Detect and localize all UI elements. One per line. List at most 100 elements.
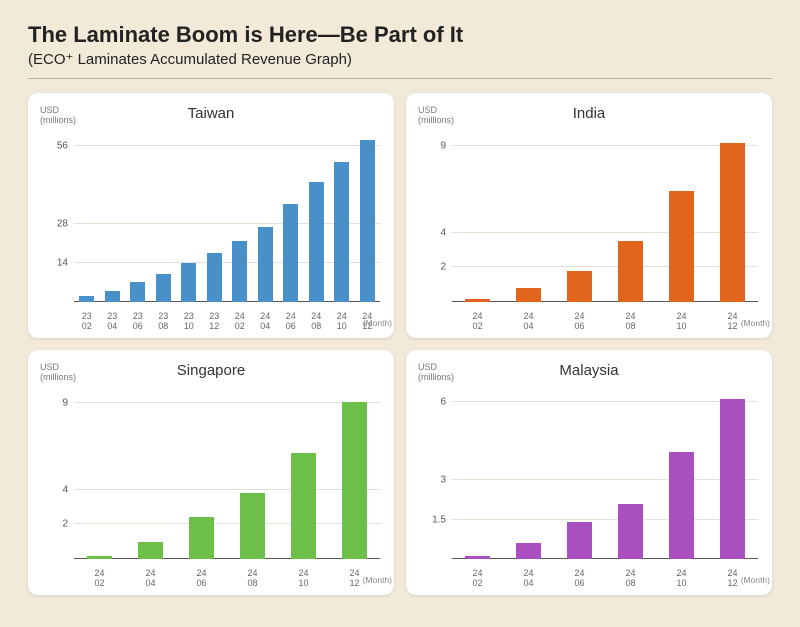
bar <box>567 522 591 559</box>
y-axis-label: USD(millions) <box>418 362 454 383</box>
bar-slot <box>503 129 554 302</box>
plot-area: 249 <box>452 129 758 302</box>
x-tick-label: 2404 <box>503 312 554 332</box>
bar <box>79 296 94 302</box>
bar <box>87 556 111 559</box>
bar <box>567 271 591 302</box>
bar-slot <box>304 129 330 302</box>
bar-slot <box>656 129 707 302</box>
bar-slot <box>452 386 503 559</box>
y-tick-label: 28 <box>57 218 74 229</box>
bar <box>138 542 162 559</box>
x-tick-label: 2402 <box>452 312 503 332</box>
y-tick-label: 4 <box>440 227 452 238</box>
bar-slot <box>554 129 605 302</box>
page-title: The Laminate Boom is Here—Be Part of It <box>28 22 772 48</box>
y-tick-label: 3 <box>440 475 452 486</box>
bar-slot <box>227 129 253 302</box>
x-tick-label: 2406 <box>278 312 304 332</box>
bar-slot <box>176 129 202 302</box>
x-axis-label: (Month) <box>741 318 770 328</box>
y-tick-label: 56 <box>57 140 74 151</box>
bar <box>465 556 489 559</box>
chart-title: Taiwan <box>40 105 382 122</box>
x-tick-label: 2308 <box>151 312 177 332</box>
bar <box>291 453 315 559</box>
chart-panel-malaysia: USD(millions)Malaysia1.53624022404240624… <box>406 350 772 595</box>
x-tick-label: 2402 <box>227 312 253 332</box>
bar-slot <box>125 386 176 559</box>
bar-slot <box>202 129 228 302</box>
bar <box>181 263 196 302</box>
y-tick-label: 2 <box>62 519 74 530</box>
x-ticks: 240224042406240824102412 <box>74 569 380 589</box>
y-axis-label-line1: USD <box>418 362 437 372</box>
y-axis-label-line1: USD <box>40 362 59 372</box>
y-axis-label-line2: (millions) <box>40 115 76 125</box>
chart-panel-singapore: USD(millions)Singapore249240224042406240… <box>28 350 394 595</box>
x-tick-label: 2406 <box>554 569 605 589</box>
bar <box>240 493 264 559</box>
bar-slot <box>151 129 177 302</box>
y-axis-label: USD(millions) <box>40 362 76 383</box>
bar-slot <box>125 129 151 302</box>
bars-container <box>74 386 380 559</box>
bar <box>189 517 213 559</box>
bar-slot <box>227 386 278 559</box>
x-tick-label: 2402 <box>74 569 125 589</box>
bar <box>342 402 366 559</box>
chart-title: India <box>418 105 760 122</box>
bar-slot <box>329 386 380 559</box>
y-axis-label-line1: USD <box>40 105 59 115</box>
bar-slot <box>707 129 758 302</box>
bars-container <box>74 129 380 302</box>
bar-slot <box>452 129 503 302</box>
x-tick-label: 2404 <box>253 312 279 332</box>
x-ticks: 240224042406240824102412 <box>452 312 758 332</box>
x-tick-label: 2410 <box>278 569 329 589</box>
y-axis-label-line2: (millions) <box>418 372 454 382</box>
bar-slot <box>554 386 605 559</box>
x-ticks: 2302230423062308231023122402240424062408… <box>74 312 380 332</box>
y-tick-label: 6 <box>440 396 452 407</box>
bar-slot <box>329 129 355 302</box>
y-tick-label: 14 <box>57 257 74 268</box>
y-tick-label: 4 <box>62 484 74 495</box>
x-tick-label: 2306 <box>125 312 151 332</box>
x-axis-label: (Month) <box>741 575 770 585</box>
x-tick-label: 2410 <box>656 312 707 332</box>
bar-slot <box>100 129 126 302</box>
bar <box>516 288 540 302</box>
x-axis-label: (Month) <box>363 575 392 585</box>
x-tick-label: 2408 <box>605 569 656 589</box>
y-tick-label: 9 <box>440 141 452 152</box>
title-divider <box>28 78 772 79</box>
plot-area: 249 <box>74 386 380 559</box>
bars-container <box>452 386 758 559</box>
bar <box>720 399 744 559</box>
bar-slot <box>605 386 656 559</box>
chart-panel-india: USD(millions)India 249 2402240424062408241… <box>406 93 772 338</box>
bar <box>156 274 171 302</box>
bar <box>309 182 324 302</box>
x-axis-label: (Month) <box>363 318 392 328</box>
x-tick-label: 2406 <box>176 569 227 589</box>
x-tick-label: 2302 <box>74 312 100 332</box>
bar-slot <box>176 386 227 559</box>
bar <box>618 241 642 302</box>
bar <box>232 241 247 302</box>
bar <box>465 299 489 302</box>
x-tick-label: 2304 <box>100 312 126 332</box>
x-tick-label: 2408 <box>605 312 656 332</box>
bar <box>105 291 120 302</box>
bar-slot <box>605 129 656 302</box>
chart-title: Malaysia <box>418 362 760 379</box>
chart-panel-taiwan: USD(millions)Taiwan 14 28 56 230223042306230… <box>28 93 394 338</box>
y-axis-label: USD(millions) <box>418 105 454 126</box>
bar-slot <box>656 386 707 559</box>
bar <box>258 227 273 302</box>
bars-container <box>452 129 758 302</box>
plot-area: 1.536 <box>452 386 758 559</box>
x-tick-label: 2410 <box>329 312 355 332</box>
bar <box>334 162 349 302</box>
